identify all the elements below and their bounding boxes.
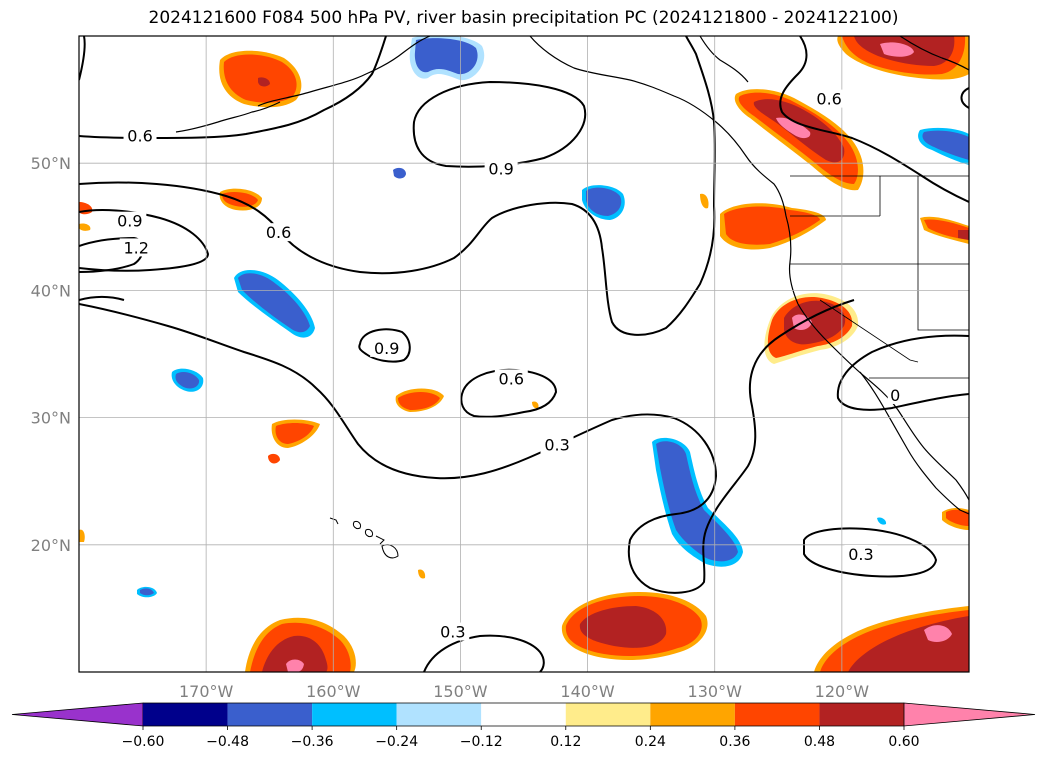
precip-negative-subtropical <box>652 437 887 567</box>
pv-contour-label: 0.6 <box>127 126 152 145</box>
lat-tick-label: 40°N <box>31 281 71 300</box>
colorbar-tick-label: 0.24 <box>635 734 666 750</box>
precip-positive-dateline <box>79 188 969 579</box>
pv-contour-label-bg <box>812 89 846 108</box>
pv-contour-label-bg <box>370 338 404 357</box>
lon-tick-label: 130°W <box>688 682 743 701</box>
pv-contour-label-bg <box>484 159 518 178</box>
pv-contour-label: 0.6 <box>266 223 291 242</box>
lon-tick-label: 120°W <box>815 682 870 701</box>
colorbar-tick-label: −0.36 <box>291 734 334 750</box>
pv-contour-label: 0.9 <box>488 160 513 179</box>
pv-contour-0.9-closed <box>358 328 411 363</box>
colorbar-extend-high <box>903 702 1036 727</box>
lon-tick-label: 170°W <box>179 682 234 701</box>
pv-contour-0.9-east <box>960 87 969 109</box>
pv-contour-label: 0.3 <box>848 545 873 564</box>
precip-positive-southern <box>245 592 969 672</box>
colorbar-segment <box>734 703 820 726</box>
pv-contour-label-layer: 0.6 0.9 1.2 0.6 0.9 0.9 0.6 0.3 0.3 0.3 0.6 0 <box>113 89 903 642</box>
gridlines <box>79 36 969 672</box>
pv-contour-0.3-bottom <box>423 634 545 672</box>
colorbar-segment <box>819 703 904 726</box>
pv-contour-label-bg <box>887 385 903 404</box>
pv-contour-0.9-northeast <box>412 80 587 168</box>
political-borders <box>790 175 969 379</box>
pv-contour-label-bg <box>436 622 470 641</box>
colorbar-tick-label: −0.60 <box>122 734 165 750</box>
colorbar-segment <box>143 703 228 726</box>
pv-contour-0.3-south-closed <box>803 527 938 578</box>
lon-tick-label: 150°W <box>433 682 488 701</box>
pv-contour-label-bg <box>113 211 147 230</box>
pv-contour-0.3-pacific-east <box>836 334 969 411</box>
pv-contour-label-bg <box>844 544 878 563</box>
lon-tick-label: 160°W <box>306 682 361 701</box>
lat-tick-label: 50°N <box>31 154 71 173</box>
precip-positive-california <box>764 293 859 364</box>
precip-negative-mid-pacific <box>137 269 315 598</box>
colorbar-tick-label: −0.12 <box>460 734 503 750</box>
colorbar-tick-label: −0.24 <box>375 734 418 750</box>
pv-contour-label: 1.2 <box>123 238 148 257</box>
pv-contour-label: 0 <box>890 386 900 405</box>
colorbar-segment <box>650 703 735 726</box>
pv-contour-0.3-main <box>79 299 855 594</box>
precip-positive-bering <box>219 50 302 108</box>
pv-contour-label: 0.9 <box>374 339 399 358</box>
colorbar-tick-label: 0.12 <box>550 734 581 750</box>
pv-contour-label: 0.6 <box>816 90 841 109</box>
colorbar-tick-label: 0.48 <box>804 734 835 750</box>
colorbar-segment <box>396 703 482 726</box>
lat-tick-layer: 50°N 40°N 30°N 20°N <box>31 154 71 555</box>
pv-contour-0.6-east <box>779 36 969 203</box>
precip-fields <box>79 36 969 672</box>
pv-contour-0.3-north <box>79 36 86 81</box>
colorbar-extend-low <box>11 702 144 727</box>
colorbar-tick-label: 0.36 <box>719 734 750 750</box>
pv-contour-label: 0.3 <box>544 436 569 455</box>
precip-negative-alaska <box>409 36 485 81</box>
precip-positive-gulf-of-alaska <box>837 36 969 80</box>
plot-frame <box>78 35 970 673</box>
colorbar-segment <box>312 703 397 726</box>
pv-contour-0.6-dateline-west <box>79 296 125 301</box>
pv-contour-label-bg <box>494 369 528 388</box>
colorbar: −0.60 −0.48 −0.36 −0.24 −0.12 0.12 0.24 0.36 0.4… <box>11 702 1036 750</box>
precip-negative-canada <box>918 127 969 165</box>
map-title: 2024121600 F084 500 hPa PV, river basin … <box>148 8 899 28</box>
colorbar-outline <box>143 702 904 727</box>
colorbar-segment <box>227 703 313 726</box>
pv-contour-label-bg <box>123 126 157 145</box>
colorbar-tick-label: 0.60 <box>888 734 919 750</box>
pv-contour-label: 0.3 <box>440 623 465 642</box>
pv-contour-label-bg <box>540 435 574 454</box>
pv-contour-label: 0.9 <box>117 212 142 231</box>
pv-contour-label-bg <box>119 238 153 257</box>
colorbar-segment <box>565 703 651 726</box>
lon-tick-layer: 170°W 160°W 150°W 140°W 130°W 120°W <box>179 682 869 701</box>
lat-tick-label: 20°N <box>31 536 71 555</box>
colorbar-tick-label: −0.48 <box>206 734 249 750</box>
lon-tick-label: 140°W <box>560 682 615 701</box>
precip-positive-bc-coast <box>734 89 864 191</box>
lat-tick-label: 30°N <box>31 409 71 428</box>
precip-negative-north-pacific <box>393 167 625 220</box>
pv-contour-label: 0.6 <box>499 369 524 388</box>
colorbar-segment <box>481 703 566 726</box>
coastlines <box>175 36 969 515</box>
pv-contour-label-bg <box>262 223 296 242</box>
